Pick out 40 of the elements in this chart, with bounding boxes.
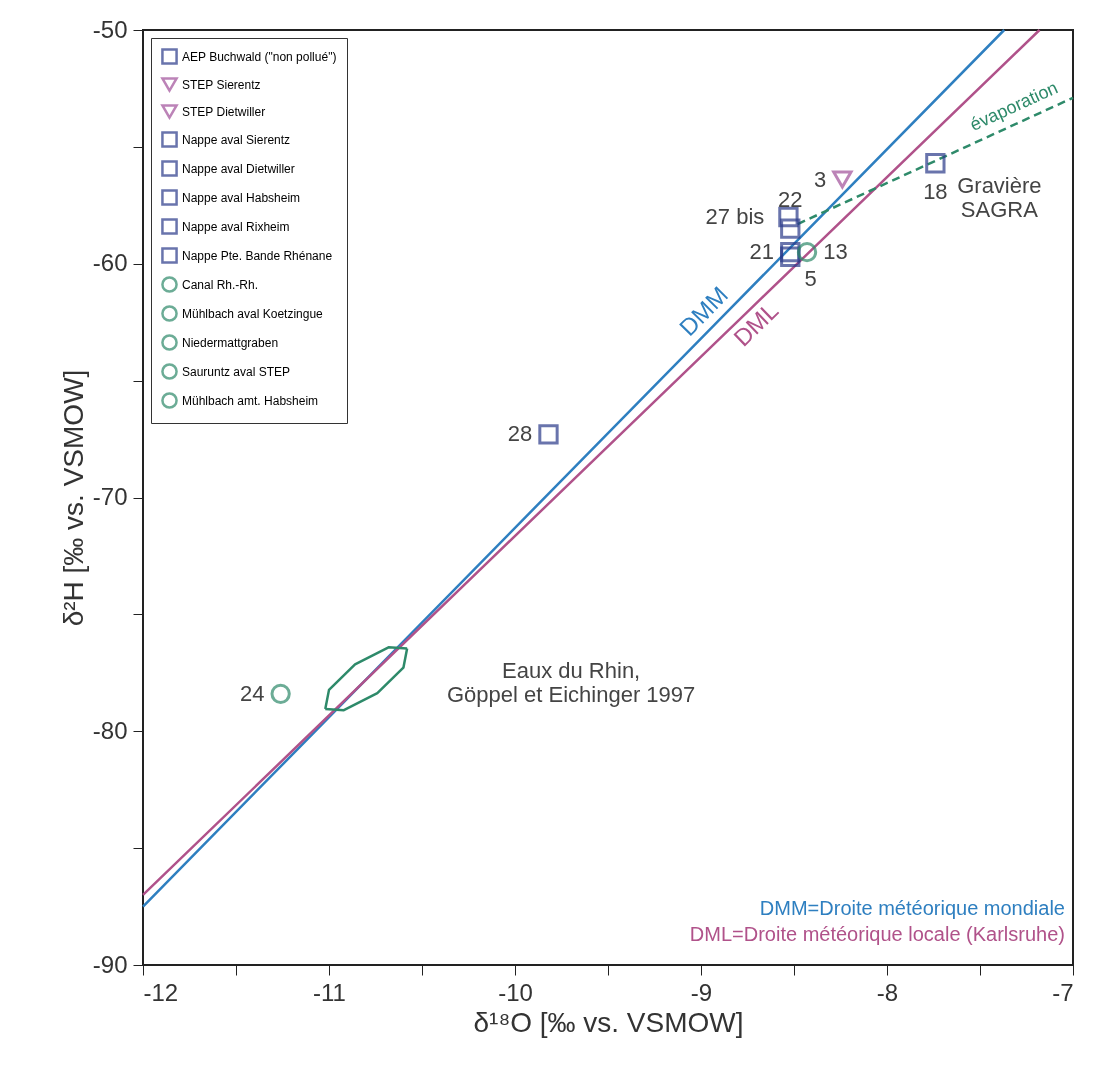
annotation: 21 — [749, 239, 775, 265]
legend-label: Sauruntz aval STEP — [182, 364, 291, 379]
legend-label: Niedermattgraben — [182, 335, 279, 350]
legend-label: Mühlbach aval Koetzingue — [182, 306, 324, 321]
x-tick-label: -9 — [690, 978, 713, 1006]
y-tick-label: -50 — [92, 15, 128, 43]
annotation: Gravière SAGRA — [957, 172, 1042, 222]
legend-label: Nappe aval Rixheim — [182, 219, 290, 234]
x-axis-title: δ¹⁸O [‰ vs. VSMOW] — [473, 1006, 744, 1038]
legend-label: AEP Buchwald ("non pollué") — [182, 49, 337, 64]
legend-label: Nappe aval Dietwiller — [182, 161, 295, 176]
annotation: 13 — [823, 239, 848, 265]
y-axis-title: δ²H [‰ vs. VSMOW] — [57, 369, 89, 627]
x-tick-label: -12 — [143, 978, 179, 1006]
annotation: 22 — [778, 187, 803, 213]
legend-label: Canal Rh.-Rh. — [182, 277, 259, 292]
legend-label: Nappe aval Habsheim — [182, 190, 301, 205]
y-tick-label: -80 — [92, 716, 128, 744]
annotation: 28 — [507, 421, 533, 447]
annotation: Eaux du Rhin, Göppel et Eichinger 1997 — [446, 658, 696, 707]
annotation: 5 — [804, 266, 817, 292]
y-tick-label: -70 — [92, 483, 128, 510]
x-tick-label: -7 — [1052, 978, 1074, 1006]
annotation: 24 — [239, 680, 265, 706]
x-tick-label: -10 — [498, 978, 533, 1006]
text: DML — [728, 296, 784, 352]
y-tick-label: -90 — [92, 950, 128, 978]
x-tick-label: -11 — [313, 978, 346, 1006]
legend-label: Nappe aval Sierentz — [182, 132, 291, 147]
legend-label: STEP Sierentz — [182, 77, 261, 92]
annotation: 18 — [923, 178, 948, 204]
annotation: DML=Droite météorique locale (Karlsruhe) — [689, 923, 1065, 945]
x-tick-label: -8 — [876, 978, 899, 1006]
legend-label: Mühlbach amt. Habsheim — [182, 393, 319, 408]
annotation: 27 bis — [705, 204, 765, 229]
annotation: DMM=Droite météorique mondiale — [759, 897, 1065, 919]
annotation: 3 — [813, 166, 827, 192]
legend-label: STEP Dietwiller — [182, 104, 266, 119]
legend-label: Nappe Pte. Bande Rhénane — [182, 248, 333, 263]
y-tick-label: -60 — [92, 249, 128, 277]
